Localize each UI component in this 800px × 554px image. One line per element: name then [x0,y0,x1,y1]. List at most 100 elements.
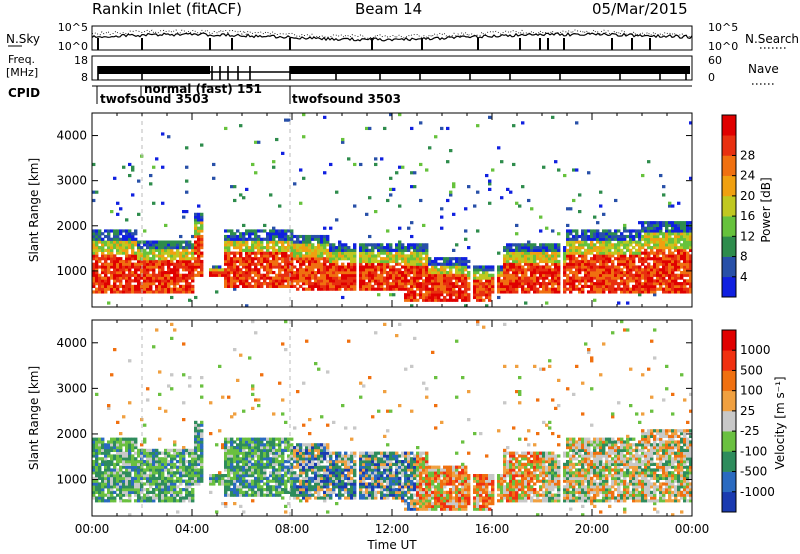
data-cell [284,440,288,444]
data-cell [338,248,342,252]
data-cell [665,270,669,275]
data-cell [380,273,384,277]
data-cell [305,268,309,272]
data-cell [272,443,276,447]
data-cell [104,448,108,452]
data-cell [119,276,123,280]
data-cell [188,240,192,244]
data-cell [263,251,267,255]
data-cell [191,270,195,275]
data-cell [242,468,246,472]
data-cell [674,284,678,288]
data-cell [584,237,588,241]
data-cell [239,282,243,286]
data-cell [359,259,363,264]
data-cell [263,451,267,455]
data-cell [149,262,153,266]
data-cell [134,493,138,497]
data-cell [119,468,123,472]
data-cell [518,265,522,269]
data-cell [242,284,246,288]
data-cell [122,290,126,294]
data-cell [290,443,294,447]
data-cell [224,448,228,452]
data-cell [155,479,159,483]
data-cell [257,474,261,478]
data-cell [668,276,672,280]
data-cell [482,276,486,280]
data-cell [359,254,363,258]
data-cell [305,257,309,261]
data-cell [266,276,270,280]
data-cell [404,248,408,252]
data-cell [578,193,582,197]
data-cell [140,246,144,250]
data-cell [293,485,297,489]
data-cell [269,193,273,197]
data-cell [302,248,306,252]
data-cell [662,287,666,291]
data-cell [188,499,192,503]
data-cell [128,437,132,441]
data-cell [164,499,168,503]
data-cell [134,268,138,272]
data-cell [524,251,528,255]
data-cell [512,268,516,272]
data-cell [431,273,435,277]
data-cell [92,451,96,455]
data-cell [452,257,456,261]
data-cell [485,287,489,291]
data-cell [644,234,648,239]
data-cell [341,273,345,277]
data-cell [179,490,183,494]
data-cell [254,443,258,447]
data-cell [272,493,276,497]
data-cell [251,437,255,441]
data-cell [245,251,249,255]
data-cell [599,243,603,247]
data-cell [242,248,246,252]
data-cell [266,234,270,239]
data-cell [158,406,162,410]
data-cell [419,287,423,291]
data-cell [230,185,234,189]
data-cell [563,279,567,283]
data-cell [248,265,252,269]
data-cell [98,443,102,447]
data-cell [107,490,111,494]
data-cell [95,474,99,478]
data-cell [248,471,252,475]
data-cell [161,259,165,264]
data-cell [323,287,327,291]
data-cell [521,121,525,125]
data-cell [401,257,405,261]
data-cell [338,279,342,283]
data-cell [623,290,627,294]
data-cell [131,437,135,441]
data-cell [563,284,567,288]
data-cell [347,268,351,272]
data-cell [656,268,660,272]
data-cell [626,268,630,272]
data-cell [659,226,663,230]
data-cell [149,496,153,500]
data-cell [158,499,162,503]
data-cell [602,259,606,264]
data-cell [563,259,567,264]
data-cell [608,270,612,275]
data-cell [329,268,333,272]
data-cell [245,468,249,472]
data-cell [281,468,285,472]
data-cell [554,282,558,286]
data-cell [467,265,471,269]
data-cell [689,287,693,291]
data-cell [554,259,558,264]
data-cell [113,232,117,236]
data-cell [128,482,132,486]
data-cell [632,290,636,294]
data-cell [122,270,126,275]
data-cell [308,284,312,288]
data-cell [485,276,489,280]
data-cell [143,254,147,258]
